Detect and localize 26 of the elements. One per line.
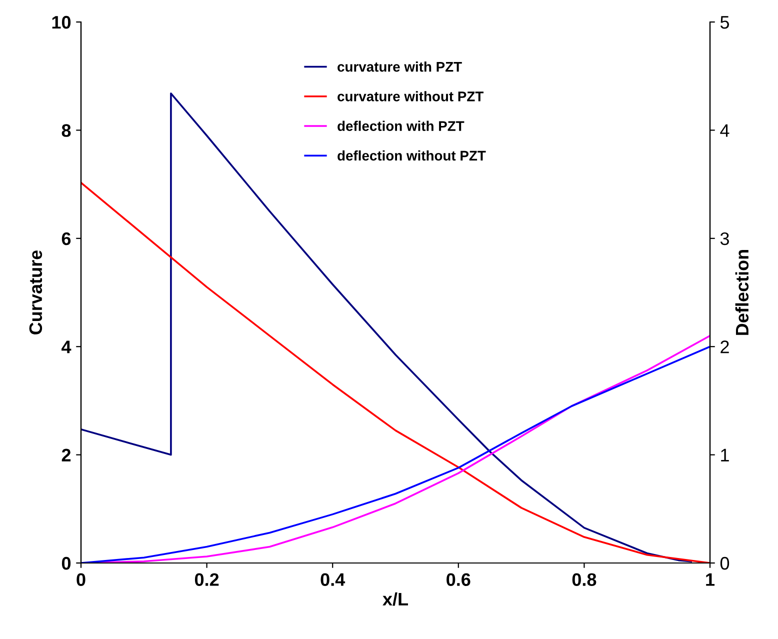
line-series: [81, 92, 692, 562]
x-tick-label: 0.4: [320, 573, 346, 586]
x-tick-label: 0: [76, 573, 86, 586]
x-tick-label: 1: [706, 573, 715, 586]
y-tick-label: 10: [52, 16, 71, 29]
y-tick-label: 6: [62, 232, 71, 246]
y-tick-label: 8: [62, 124, 71, 137]
legend-label: curvature with PZT: [338, 62, 462, 72]
y2-tick-label: 3: [720, 232, 729, 246]
x-tick-label: 0.2: [194, 573, 219, 586]
y-tick-label: 4: [62, 340, 72, 354]
y2-tick-label: 1: [721, 448, 729, 462]
legend-label: deflection without PZT: [338, 150, 486, 161]
y-tick-label: 0: [62, 556, 71, 570]
x-tick-label: 0.8: [572, 573, 596, 586]
x-tick-label: 0.6: [446, 573, 470, 586]
y2-tick-label: 0: [720, 556, 730, 570]
y2-tick-label: 4: [720, 124, 730, 137]
y2-tick-label: 2: [720, 340, 729, 354]
y-axis-title: Curvature: [29, 250, 42, 334]
y2-axis-title: Deflection: [735, 250, 749, 335]
legend-label: curvature without PZT: [338, 91, 484, 102]
x-axis-title: x/L: [382, 592, 408, 606]
y2-tick-label: 5: [720, 16, 730, 29]
legend-label: deflection with PZT: [338, 120, 464, 131]
y-tick-label: 2: [62, 448, 71, 462]
